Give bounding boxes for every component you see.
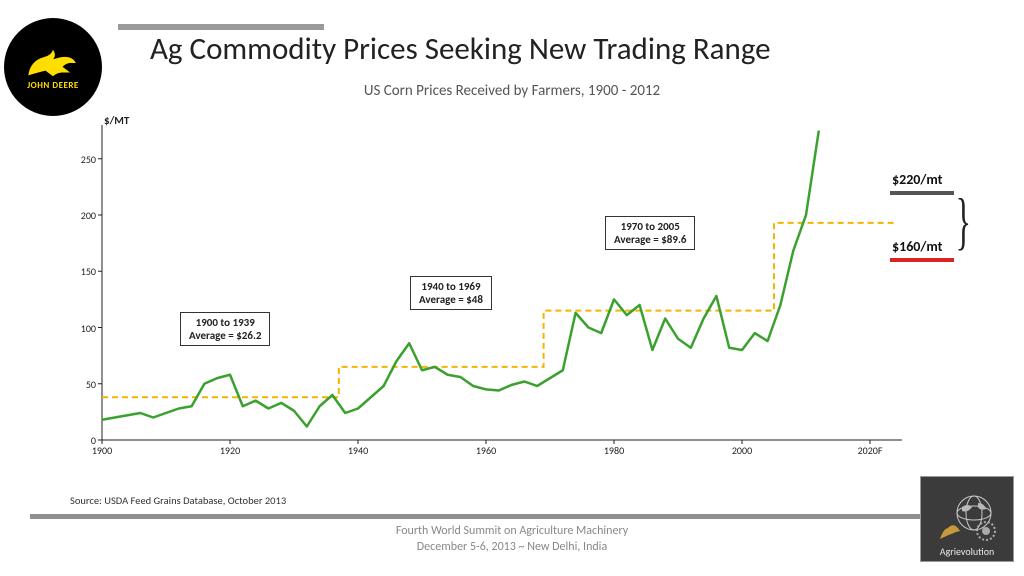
range-bar <box>890 191 954 195</box>
agrievolution-logo: Agrievolution <box>920 476 1014 562</box>
slide-subtitle: US Corn Prices Received by Farmers, 1900… <box>0 82 1024 100</box>
x-tick: 1960 <box>466 444 506 457</box>
range-label: $160/mt <box>892 238 943 255</box>
range-bar <box>890 258 954 262</box>
range-label: $220/mt <box>892 171 943 188</box>
slide-title: Ag Commodity Prices Seeking New Trading … <box>150 30 771 68</box>
chart-svg <box>60 110 960 470</box>
footer-text: Fourth World Summit on Agriculture Machi… <box>0 524 1024 555</box>
y-tick: 50 <box>66 378 96 391</box>
corn-price-chart: $/MT 05010015020025019001920194019601980… <box>60 110 960 470</box>
x-tick: 1980 <box>594 444 634 457</box>
john-deere-logo: JOHN DEERE <box>4 18 102 116</box>
footer-line1: Fourth World Summit on Agriculture Machi… <box>396 524 628 538</box>
x-tick: 1940 <box>338 444 378 457</box>
period-avg-box: 1900 to 1939Average = $26.2 <box>180 312 270 346</box>
agri-logo-text: Agrievolution <box>940 545 995 558</box>
x-tick: 2020F <box>850 444 890 457</box>
bottom-divider <box>30 514 994 519</box>
period-avg-box: 1940 to 1969Average = $48 <box>410 276 492 310</box>
x-tick: 2000 <box>722 444 762 457</box>
y-tick: 200 <box>66 209 96 222</box>
y-tick: 150 <box>66 265 96 278</box>
y-tick: 250 <box>66 153 96 166</box>
y-tick: 100 <box>66 322 96 335</box>
period-avg-box: 1970 to 2005Average = $89.6 <box>605 216 695 250</box>
x-tick: 1920 <box>210 444 250 457</box>
range-brace: } <box>956 184 971 258</box>
deer-icon <box>24 44 82 82</box>
agri-globe-icon <box>932 491 1002 545</box>
footer-line2: December 5-6, 2013 ~ New Delhi, India <box>417 540 607 554</box>
y-axis-unit: $/MT <box>104 114 129 127</box>
x-tick: 1900 <box>82 444 122 457</box>
source-citation: Source: USDA Feed Grains Database, Octob… <box>70 494 286 507</box>
